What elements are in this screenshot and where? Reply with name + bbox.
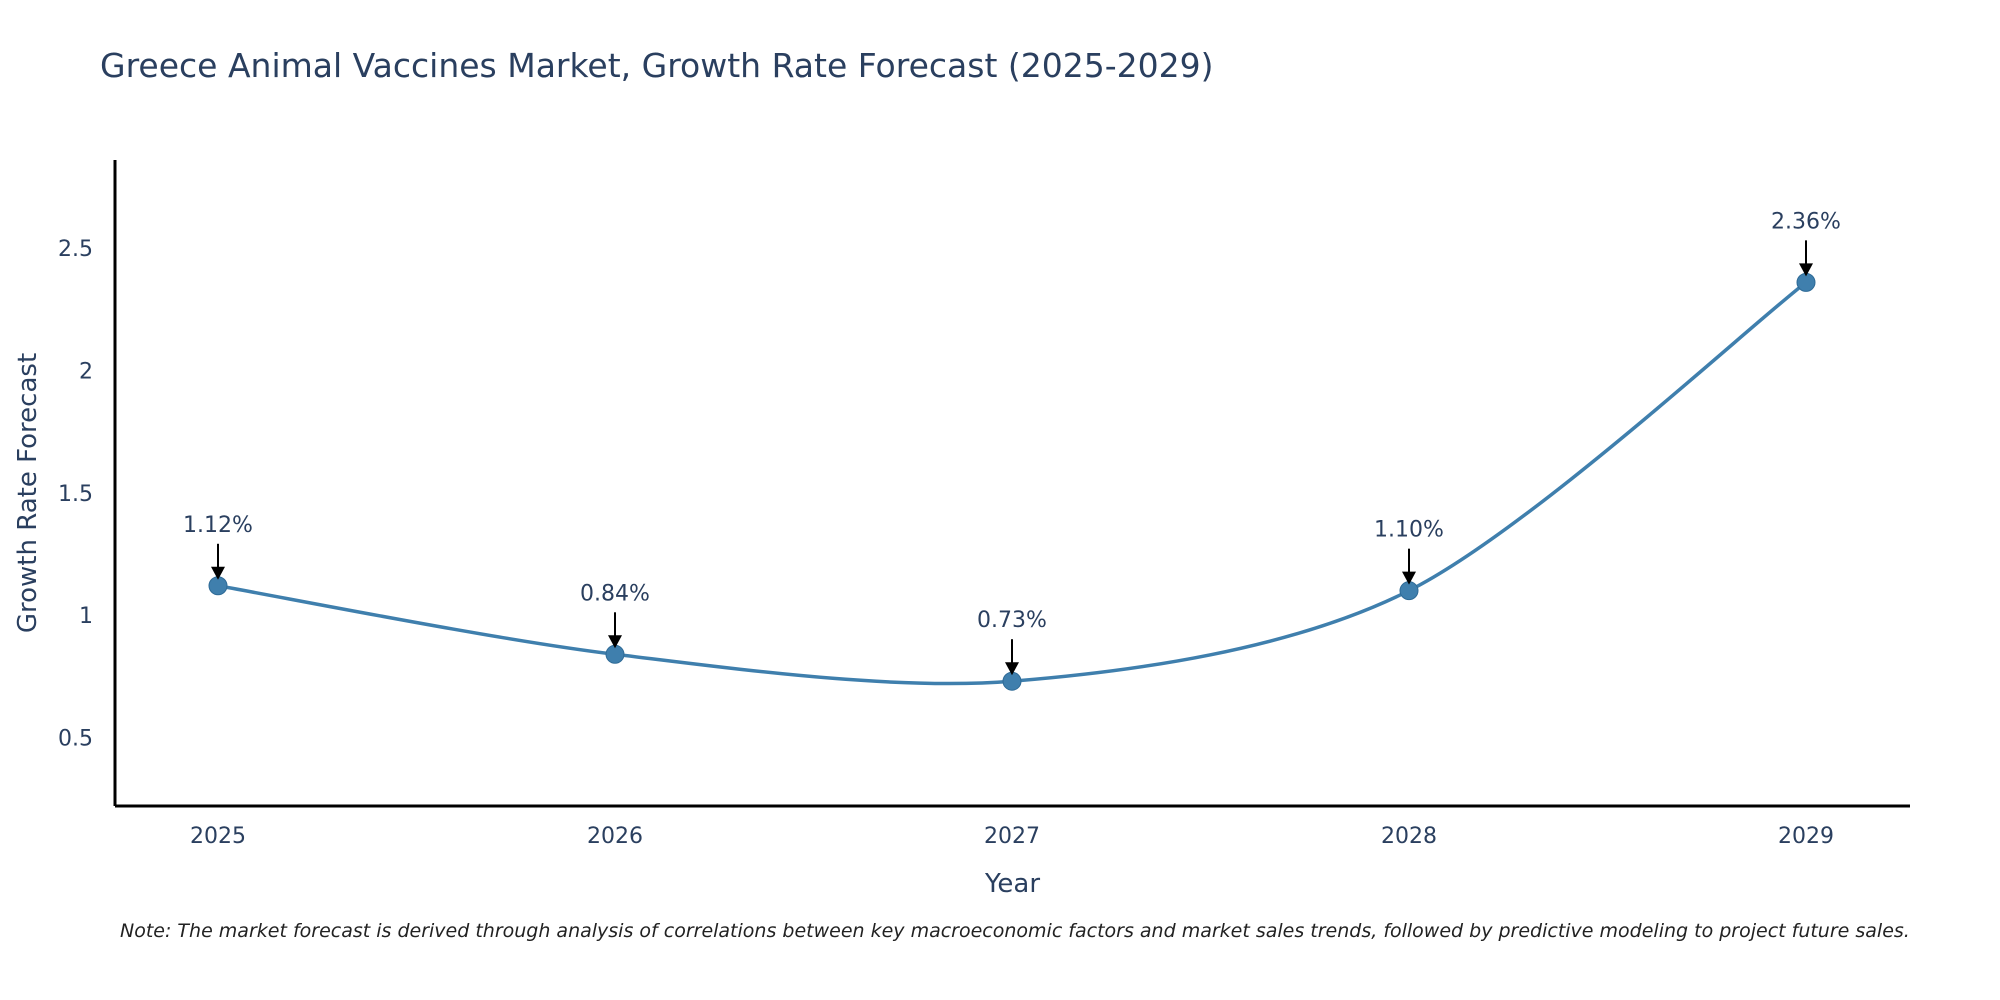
chart-title: Greece Animal Vaccines Market, Growth Ra… xyxy=(100,46,1214,85)
y-tick-label: 1 xyxy=(79,604,93,629)
chart-note: Note: The market forecast is derived thr… xyxy=(120,920,1910,942)
data-label: 0.84% xyxy=(580,581,650,606)
series xyxy=(208,272,1816,691)
data-label: 0.73% xyxy=(977,608,1047,633)
annotations: 1.12% 0.84% 0.73% 1.10% 2.36% xyxy=(183,209,1841,676)
y-tick-label: 2.5 xyxy=(58,237,93,262)
x-tick-label: 2028 xyxy=(1381,824,1437,849)
y-tick-label: 2 xyxy=(79,359,93,384)
annotation-arrow-head xyxy=(1402,571,1416,585)
x-tick-label: 2026 xyxy=(587,824,643,849)
y-axis-title: Growth Rate Forecast xyxy=(13,353,43,633)
annotation-arrow-head xyxy=(211,566,225,580)
x-tick-label: 2025 xyxy=(190,824,246,849)
annotation-arrow-head xyxy=(608,635,622,649)
data-label: 1.10% xyxy=(1374,518,1444,543)
y-tick-label: 1.5 xyxy=(58,482,93,507)
x-tick-label: 2027 xyxy=(984,824,1040,849)
annotation-arrow-head xyxy=(1005,662,1019,676)
axes: 0.5 1 1.5 2 2.5 2025 2026 2027 2028 2029 Year Growt… xyxy=(13,160,1910,899)
x-tick-label: 2029 xyxy=(1778,824,1834,849)
data-label: 1.12% xyxy=(183,513,253,538)
y-tick-label: 0.5 xyxy=(58,726,93,751)
annotation-arrow-head xyxy=(1799,263,1813,277)
x-axis-title: Year xyxy=(984,869,1040,899)
data-label: 2.36% xyxy=(1771,209,1841,234)
